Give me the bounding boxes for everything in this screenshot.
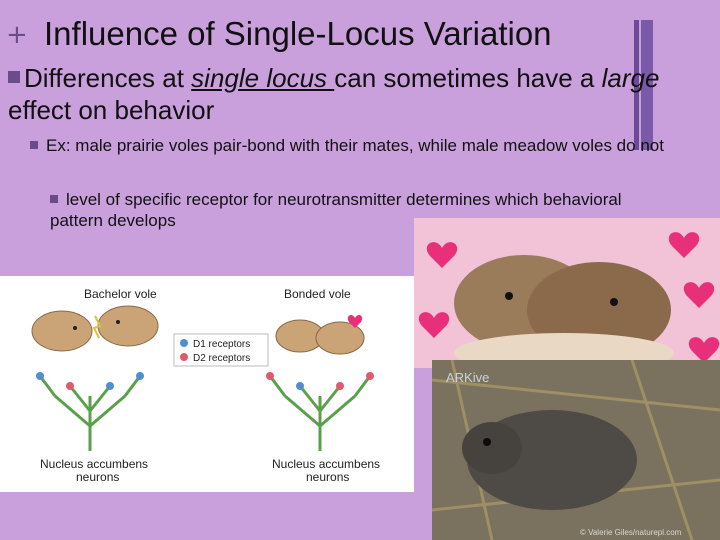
receptor-diagram-svg: Bachelor vole Bonded vole D1 receptors D…: [31, 287, 380, 484]
neuron-left: [36, 372, 144, 451]
bonded-vole-label: Bonded vole: [284, 287, 351, 301]
bullet3-text: level of specific receptor for neurotran…: [50, 190, 622, 230]
bullet2-text: Ex: male prairie voles pair-bond with th…: [46, 136, 664, 155]
arkive-watermark: ARKive: [446, 370, 490, 385]
nucleus-right-sub: neurons: [306, 470, 349, 484]
heart-icon: [683, 282, 715, 308]
decorative-bar: [634, 20, 639, 150]
bullet1-underlined: single locus: [191, 63, 335, 93]
bullet1-pre: Differences at: [24, 63, 192, 93]
d2-receptor-dot: [180, 353, 188, 361]
receptor-diagram: Bachelor vole Bonded vole D1 receptors D…: [0, 276, 414, 492]
decorative-bar-wide: [641, 20, 653, 150]
bonded-vole-illustration: [275, 315, 365, 355]
square-bullet-icon: [8, 71, 20, 83]
nucleus-left-label: Nucleus accumbens: [40, 457, 148, 471]
nucleus-right-label: Nucleus accumbens: [272, 457, 380, 471]
bullet1-post: effect on behavior: [8, 95, 215, 125]
nucleus-left-sub: neurons: [76, 470, 119, 484]
heart-icon: [668, 232, 700, 258]
meadow-vole-photo-svg: [432, 360, 720, 540]
bullet1-italic: large: [601, 63, 660, 93]
bullet1-mid: can sometimes have a: [334, 63, 602, 93]
bullet-level1: Differences at single locus can sometime…: [8, 62, 688, 126]
legend-d1: D1 receptors: [193, 339, 250, 350]
photo-copyright: © Valerie Giles/naturepl.com: [580, 528, 682, 537]
square-bullet-icon: [50, 195, 58, 203]
d1-receptor-dot: [180, 339, 188, 347]
neuron-right: [266, 372, 374, 451]
bachelor-vole-label: Bachelor vole: [84, 287, 157, 301]
heart-icon: [426, 242, 458, 268]
square-bullet-icon: [30, 141, 38, 149]
bullet-level2: Ex: male prairie voles pair-bond with th…: [30, 135, 670, 156]
prairie-voles-photo-svg: [414, 218, 720, 368]
receptor-legend: D1 receptors D2 receptors: [173, 333, 269, 367]
prairie-voles-photo: [414, 218, 720, 368]
meadow-vole-photo: [432, 360, 720, 540]
heart-icon: [688, 337, 720, 363]
legend-d2: D2 receptors: [193, 353, 250, 364]
slide-title: Influence of Single-Locus Variation: [44, 15, 552, 52]
plus-icon: +: [6, 20, 28, 50]
bullet-level3: level of specific receptor for neurotran…: [50, 189, 650, 231]
heart-icon: [418, 312, 450, 338]
bachelor-vole-illustration: [31, 305, 159, 352]
heart-icon: [347, 315, 363, 328]
